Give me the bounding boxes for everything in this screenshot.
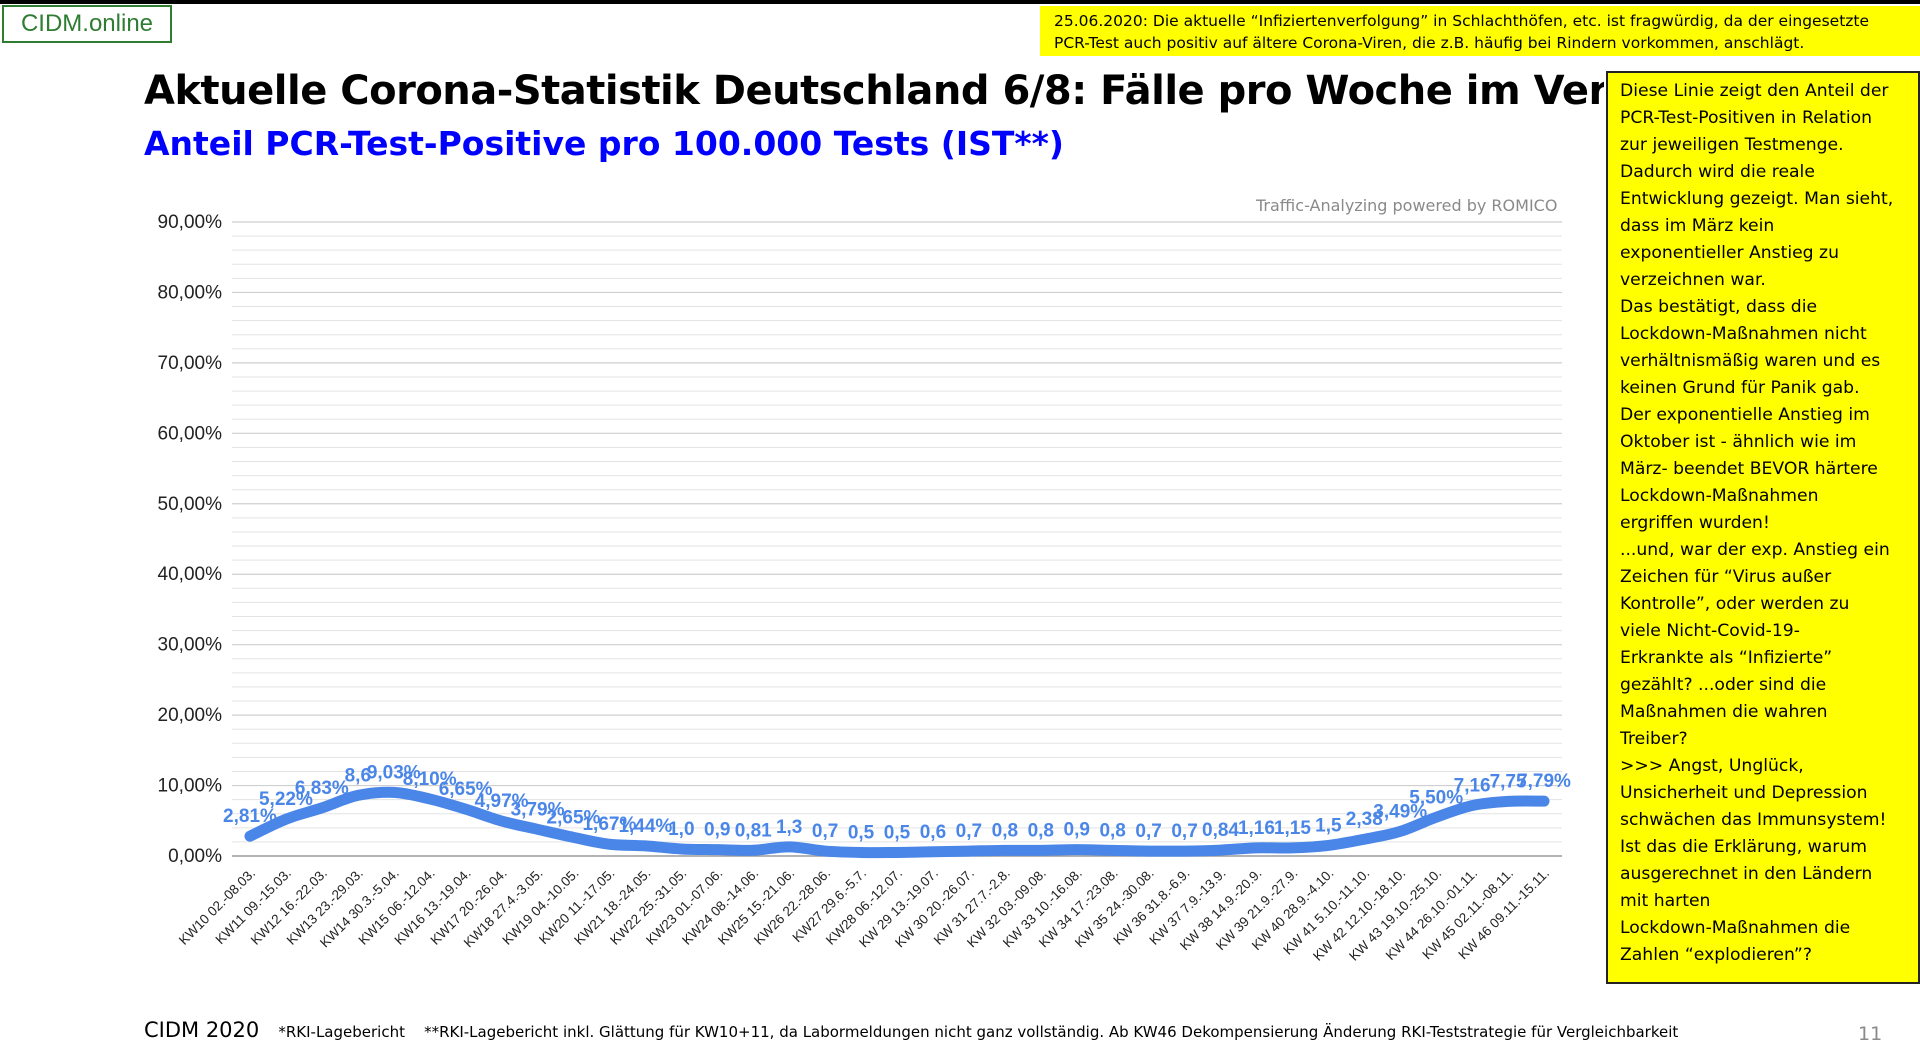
data-label: 8,10% (403, 769, 457, 790)
data-label: 1,16 (1238, 818, 1275, 839)
y-tick-label: 10,00% (158, 776, 223, 797)
footer-brand: CIDM 2020 (144, 1018, 260, 1042)
side-note-line: gezählt? ...oder sind die (1620, 675, 1827, 695)
data-label: 0,9 (704, 820, 730, 841)
data-label: 1,15 (1274, 818, 1311, 839)
y-tick-label: 80,00% (158, 282, 223, 303)
footnote-2: **RKI-Lagebericht inkl. Glättung für KW1… (424, 1023, 1679, 1041)
side-note-line: ausgerechnet in den Ländern (1620, 864, 1873, 884)
footer: CIDM 2020 *RKI-Lagebericht **RKI-Lageber… (144, 1018, 1692, 1042)
side-note: Diese Linie zeigt den Anteil der PCR-Test… (1606, 71, 1920, 984)
data-label: 0,5 (848, 822, 875, 843)
side-note-line: März- beendet BEVOR härtere (1620, 459, 1878, 479)
data-label: 5,22% (259, 789, 313, 810)
data-label: 0,84 (1202, 820, 1239, 841)
side-note-line: Oktober ist - ähnlich wie im (1620, 432, 1857, 452)
side-note-line: PCR-Test-Positiven in Relation (1620, 108, 1873, 128)
data-label: 0,7 (956, 821, 982, 842)
side-note-line: Dadurch wird die reale (1620, 162, 1815, 182)
side-note-line: Zeichen für “Virus außer (1620, 567, 1832, 587)
side-note-line: mit harten (1620, 891, 1711, 911)
data-label: 1,67% (582, 814, 636, 835)
data-label: 6,83% (295, 778, 349, 799)
side-note-line: Lockdown-Maßnahmen die (1620, 918, 1851, 938)
y-tick-label: 0,00% (168, 846, 222, 867)
side-note-line: Ist das die Erklärung, warum (1620, 837, 1867, 857)
data-label: 0,9 (1064, 820, 1090, 841)
side-note-line: Erkrankte als “Infizierte” (1620, 648, 1833, 668)
data-label: 9,03% (367, 762, 421, 783)
data-label: 0,8 (1099, 820, 1125, 841)
page-number: 11 (1858, 1023, 1883, 1045)
side-note-line: >>> Angst, Unglück, (1620, 756, 1804, 776)
data-label: 0,81 (735, 820, 772, 841)
data-label: 0,7 (1171, 821, 1197, 842)
data-label: 1,0 (668, 819, 694, 840)
side-note-line: Lockdown-Maßnahmen nicht (1620, 324, 1867, 344)
data-label: 0,7 (812, 821, 838, 842)
side-note-line: verhältnismäßig waren und es (1620, 351, 1881, 371)
data-label: 8,6 (345, 765, 371, 786)
side-note-line: zur jeweiligen Testmenge. (1620, 135, 1844, 155)
data-label: 0,8 (1028, 820, 1054, 841)
line-chart: 0,00% 10,00% 20,00% 30,00% 40,00% 50,00% 60,00… (158, 212, 1572, 964)
side-note-line: Lockdown-Maßnahmen (1620, 486, 1819, 506)
side-note-line: Der exponentielle Anstieg im (1620, 405, 1870, 425)
y-tick-label: 70,00% (158, 353, 223, 374)
y-tick-label: 20,00% (158, 705, 223, 726)
data-label: 4,97% (475, 791, 529, 812)
data-label: 0,7 (1135, 821, 1161, 842)
chart-credit: Traffic-Analyzing powered by ROMICO (1256, 196, 1558, 215)
slide-title: Aktuelle Corona-Statistik Deutschland 6/… (144, 68, 1604, 114)
data-label: 3,79% (511, 799, 565, 820)
top-note: 25.06.2020: Die aktuelle “Infiziertenver… (1040, 6, 1920, 56)
side-note-line: keinen Grund für Panik gab. (1620, 378, 1860, 398)
side-note-line: schwächen das Immunsystem! (1620, 810, 1887, 830)
y-tick-label: 90,00% (158, 212, 223, 233)
side-note-line: Maßnahmen die wahren (1620, 702, 1828, 722)
data-label: 0,5 (884, 822, 911, 843)
slide-subtitle: Anteil PCR-Test-Positive pro 100.000 Tes… (144, 124, 1065, 163)
footnote-1: *RKI-Lagebericht (278, 1023, 405, 1041)
data-label: 0,6 (920, 822, 946, 843)
data-label: 1,5 (1315, 815, 1342, 836)
side-note-line: viele Nicht-Covid-19- (1620, 621, 1800, 641)
y-tick-label: 40,00% (158, 564, 223, 585)
data-label: 2,81% (223, 806, 277, 827)
side-note-line: Diese Linie zeigt den Anteil der (1620, 81, 1889, 101)
top-note-line: 25.06.2020: Die aktuelle “Infiziertenver… (1054, 12, 1870, 30)
data-label: 1,44% (618, 816, 672, 837)
data-label: 7,79% (1517, 771, 1571, 792)
series-line (244, 786, 1550, 859)
side-note-line: ergriffen wurden! (1620, 513, 1770, 533)
top-border (0, 0, 1920, 4)
data-label: 5,50% (1409, 787, 1463, 808)
side-note-line: dass im März kein (1620, 216, 1775, 236)
site-logo[interactable]: CIDM.online (2, 5, 172, 43)
side-note-line: Entwicklung gezeigt. Man sieht, (1620, 189, 1894, 209)
data-label: 2,38 (1346, 809, 1383, 830)
side-note-line: verzeichnen war. (1620, 270, 1766, 290)
side-note-line: ...und, war der exp. Anstieg ein (1620, 540, 1890, 560)
side-note-line: Treiber? (1620, 729, 1688, 749)
side-note-line: exponentieller Anstieg zu (1620, 243, 1839, 263)
top-note-line: PCR-Test auch positiv auf ältere Corona-… (1054, 34, 1805, 52)
y-tick-label: 60,00% (158, 423, 223, 444)
y-tick-label: 50,00% (158, 494, 223, 515)
data-label: 6,65% (439, 779, 493, 800)
side-note-line: Zahlen “explodieren”? (1620, 945, 1812, 965)
side-note-line: Kontrolle”, oder werden zu (1620, 594, 1850, 614)
data-label: 1,3 (776, 817, 802, 838)
side-note-line: Das bestätigt, dass die (1620, 297, 1818, 317)
data-label: 7,75 (1490, 771, 1527, 792)
data-label: 3,49% (1373, 801, 1427, 822)
data-label: 7,16 (1454, 776, 1491, 797)
data-label: 0,8 (992, 820, 1018, 841)
y-tick-label: 30,00% (158, 635, 223, 656)
data-label: 2,65% (547, 807, 601, 828)
side-note-line: Unsicherheit und Depression (1620, 783, 1868, 803)
